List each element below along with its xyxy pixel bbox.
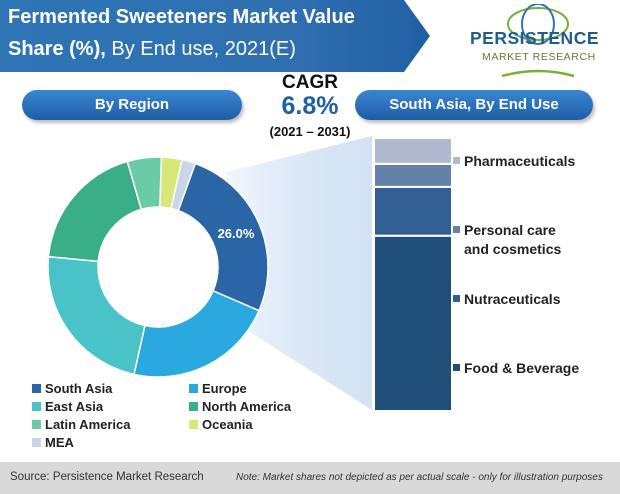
- logo-leaf-icon: [501, 4, 575, 78]
- footer-bar: Source: Persistence Market Research Note…: [0, 462, 620, 494]
- legend-item-east-asia: East Asia: [32, 399, 103, 414]
- bar-segment-food-beverage: [373, 234, 453, 412]
- by-region-header: By Region: [22, 90, 242, 120]
- end-use-legend-personal-care: Personal care and cosmetics: [453, 221, 562, 259]
- cagr-label: CAGR: [282, 72, 338, 93]
- chart-canvas: 26.0%: [47, 136, 453, 412]
- legend-label: Nutraceuticals: [464, 291, 561, 307]
- legend-label: North America: [202, 399, 292, 414]
- donut-slice-mea: [170, 158, 197, 212]
- donut-chart: 26.0%: [47, 156, 269, 378]
- legend-item-north-america: North America: [189, 399, 291, 414]
- title-banner: Fermented Sweeteners Market Value Share …: [0, 0, 430, 72]
- legend-swatch: [453, 364, 460, 371]
- legend-swatch: [189, 384, 198, 393]
- legend-swatch: [32, 384, 41, 393]
- legend-item-south-asia: South Asia: [32, 381, 112, 396]
- legend-swatch: [189, 402, 198, 411]
- legend-swatch: [453, 295, 460, 302]
- chart-title-bold: Share (%),: [8, 38, 106, 60]
- scale-disclaimer: Note: Market shares not depicted as per …: [236, 472, 603, 483]
- chart-title-line2: Share (%), By End use, 2021(E): [8, 38, 296, 61]
- company-logo: PERSISTENCE MARKET RESEARCH: [462, 4, 614, 84]
- legend-swatch: [453, 157, 460, 164]
- legend-label-line2: and cosmetics: [464, 241, 562, 257]
- bar-segment-personal-care-and-cosmetics: [373, 162, 453, 188]
- legend-swatch: [189, 420, 198, 429]
- legend-item-oceania: Oceania: [189, 417, 253, 432]
- legend-label: MEA: [45, 435, 74, 450]
- donut-slice-east-asia: [47, 255, 146, 376]
- cagr-value: 6.8%: [281, 92, 339, 120]
- end-use-legend-pharmaceuticals: Pharmaceuticals: [453, 152, 576, 171]
- legend-label: East Asia: [45, 399, 104, 414]
- chart-title-line1: Fermented Sweeteners Market Value: [8, 6, 355, 28]
- donut-slice-north-america: [47, 160, 143, 263]
- legend-swatch: [453, 226, 460, 233]
- legend-label: Oceania: [202, 417, 253, 432]
- legend-label: Personal care: [464, 222, 556, 238]
- bar-segment-nutraceuticals: [373, 185, 453, 237]
- legend-label: Europe: [202, 381, 247, 396]
- bar-segment-pharmaceuticals: [373, 137, 453, 165]
- donut-slice-europe: [133, 289, 260, 378]
- legend-swatch: [32, 438, 41, 447]
- legend-item-mea: MEA: [32, 435, 74, 450]
- legend-label: Food & Beverage: [464, 360, 580, 376]
- south-asia-end-use-header: South Asia, By End Use: [355, 90, 593, 120]
- legend-swatch: [32, 402, 41, 411]
- legend-swatch: [32, 420, 41, 429]
- legend-label: Latin America: [45, 417, 131, 432]
- donut-slice-south-asia: [177, 162, 269, 312]
- stacked-bar-chart: [373, 137, 453, 412]
- legend-label: South Asia: [45, 381, 113, 396]
- legend-item-latin-america: Latin America: [32, 417, 131, 432]
- legend-item-europe: Europe: [189, 381, 247, 396]
- chart-title-rest: By End use, 2021(E): [111, 38, 296, 60]
- logo-text-secondary: MARKET RESEARCH: [482, 51, 596, 63]
- donut-data-label: 26.0%: [218, 226, 255, 241]
- legend-label: Pharmaceuticals: [464, 153, 576, 169]
- callout-beam: [226, 136, 372, 410]
- end-use-legend-nutraceuticals: Nutraceuticals: [453, 290, 561, 309]
- end-use-legend-food-beverage: Food & Beverage: [453, 359, 580, 378]
- source-note: Source: Persistence Market Research: [10, 471, 204, 483]
- logo-text-primary: PERSISTENCE: [470, 28, 599, 48]
- cagr-period: (2021 – 2031): [269, 124, 351, 139]
